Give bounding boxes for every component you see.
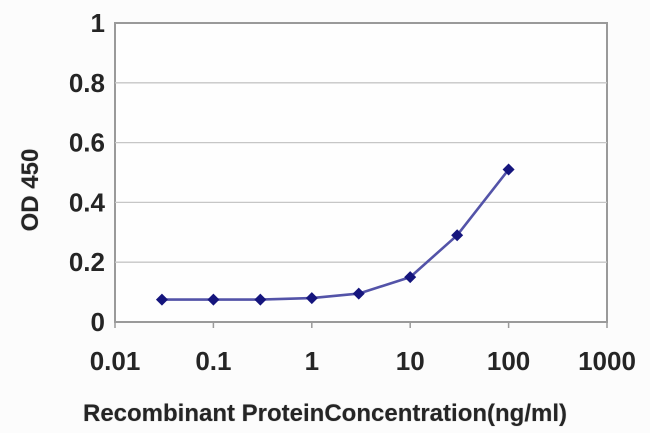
plot-border (114, 22, 608, 323)
y-tick-label-0.6: 0.6 (69, 128, 105, 158)
x-tick-label-0.1: 0.1 (195, 346, 231, 376)
x-tick-label-1: 1 (305, 346, 319, 376)
data-point-marker-0.3 (254, 293, 267, 306)
y-tick-label-0.4: 0.4 (69, 187, 106, 217)
data-point-marker-0.03 (155, 293, 168, 306)
y-tick-label-0: 0 (91, 307, 105, 337)
x-tick-label-10: 10 (396, 346, 425, 376)
y-tick-label-0.2: 0.2 (69, 247, 105, 277)
data-point-marker-30 (451, 229, 464, 242)
x-tick-label-1000: 1000 (578, 346, 636, 376)
x-axis-title: Recombinant ProteinConcentration(ng/ml) (82, 400, 567, 427)
series-line-0 (160, 168, 510, 301)
data-point-marker-3 (352, 287, 365, 300)
data-point-marker-10 (404, 271, 417, 284)
data-point-marker-1 (305, 292, 318, 305)
x-tick-label-100: 100 (487, 346, 530, 376)
data-point-marker-0.1 (207, 293, 220, 306)
y-axis-title: OD 450 (17, 148, 44, 232)
y-tick-label-0.8: 0.8 (69, 68, 105, 98)
x-tick-label-0.01: 0.01 (90, 346, 141, 376)
data-point-marker-100 (502, 163, 515, 176)
y-tick-label-1: 1 (91, 8, 105, 38)
